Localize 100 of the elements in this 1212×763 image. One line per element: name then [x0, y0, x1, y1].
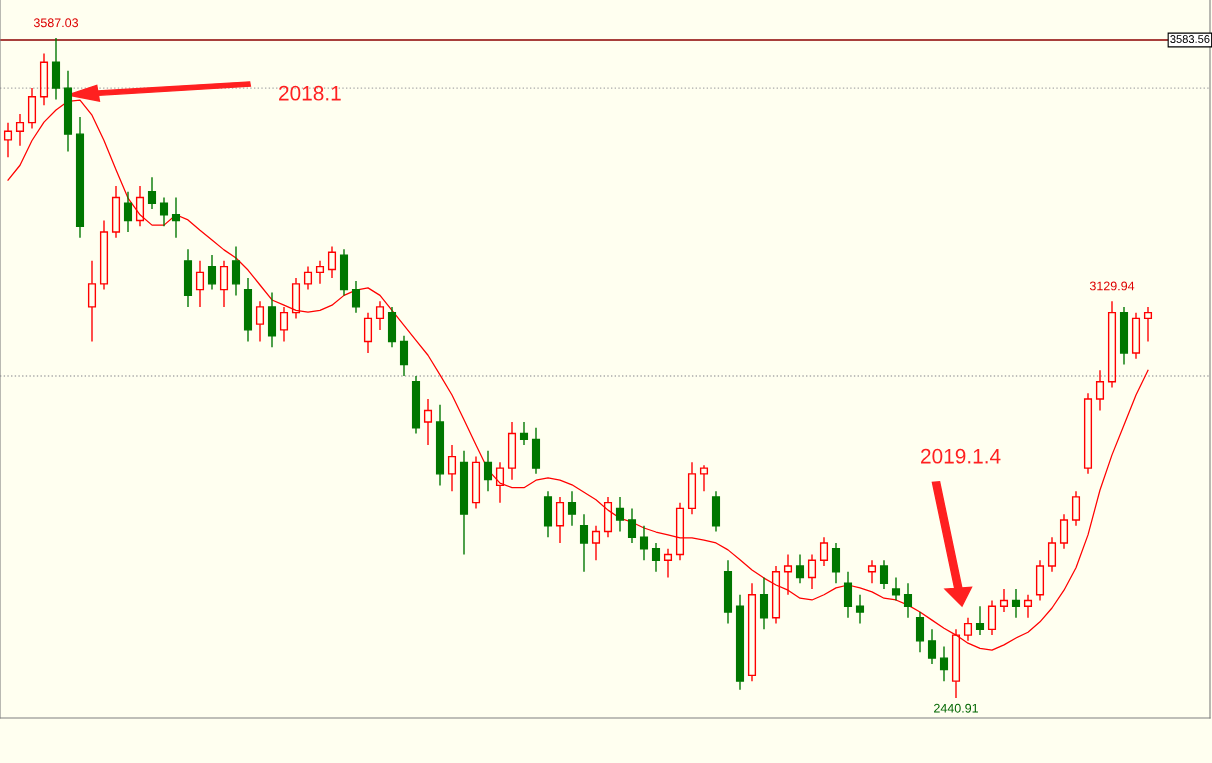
candlestick [339, 248, 349, 297]
candlestick [39, 52, 49, 107]
candlestick [1083, 392, 1093, 475]
candlestick [219, 260, 229, 308]
annotation: 2440.91 [934, 703, 978, 713]
candlestick [783, 553, 793, 596]
candlestick [1035, 559, 1045, 602]
annotation: 2019.1.4 [921, 448, 1001, 464]
candlestick [171, 196, 181, 239]
candlestick [471, 455, 481, 510]
candlestick [759, 576, 769, 631]
candlestick [291, 277, 301, 320]
candlestick [27, 87, 37, 130]
candlestick [243, 277, 253, 343]
candlestick [255, 300, 265, 343]
candlestick [231, 245, 241, 297]
candlestick [519, 421, 529, 446]
candlestick [999, 588, 1009, 613]
candlestick [867, 559, 877, 584]
candlestick [1131, 311, 1141, 360]
candlestick [447, 444, 457, 492]
candlestick [1107, 300, 1117, 389]
candlestick [207, 254, 217, 291]
candlestick [747, 582, 757, 682]
candlestick [315, 260, 325, 285]
candlestick [975, 605, 985, 636]
candlestick [543, 490, 553, 538]
candlestick [711, 490, 721, 533]
candlestick [891, 576, 901, 602]
candlestick [1059, 513, 1069, 550]
candlestick [795, 553, 805, 584]
candlestick [279, 306, 289, 343]
candlestick [411, 375, 421, 435]
candlestick [483, 450, 493, 492]
candlestick [579, 513, 589, 573]
candlestick [147, 176, 157, 210]
ref-line-label: 3583.56 [1170, 35, 1210, 43]
candlestick [1071, 490, 1081, 527]
annotation: 3129.94 [1089, 281, 1135, 291]
candlestick [855, 594, 865, 625]
candlestick [423, 398, 433, 446]
candlestick [495, 461, 505, 504]
candlestick [555, 496, 565, 544]
candlestick [651, 542, 661, 573]
candlestick [1011, 588, 1021, 619]
candlestick [939, 645, 949, 682]
candlestick [387, 306, 397, 348]
annotation: 3587.03 [33, 18, 79, 28]
candlestick [915, 611, 925, 654]
candlestick [879, 559, 889, 590]
candlestick [1143, 306, 1153, 343]
candlestick [75, 116, 85, 239]
candlestick [843, 571, 853, 619]
candlestick [1023, 594, 1033, 619]
candlestick [603, 496, 613, 538]
candlestick [987, 599, 997, 636]
candlestick [435, 404, 445, 487]
candlestick [903, 582, 913, 619]
candlestick [135, 185, 145, 227]
candlestick [627, 507, 637, 544]
candlestick [687, 461, 697, 515]
candlestick [351, 280, 361, 314]
candlestick [819, 536, 829, 567]
candlestick [1119, 306, 1129, 366]
candlestick [459, 450, 469, 556]
candlestick [699, 464, 709, 492]
candlestick [183, 248, 193, 308]
candlestick [159, 196, 169, 227]
candlestick [831, 542, 841, 584]
candlestick [927, 628, 937, 665]
candlestick [327, 245, 337, 279]
candlestick [399, 334, 409, 377]
candlestick [807, 553, 817, 590]
candlestick [63, 70, 73, 153]
candlestick [87, 260, 97, 343]
candlestick [123, 191, 133, 233]
candlestick [1095, 369, 1105, 412]
candlestick [267, 291, 277, 348]
annotation: 2018.1 [279, 85, 341, 101]
candlestick [615, 496, 625, 533]
candlestick [723, 559, 733, 625]
candlestick [639, 524, 649, 561]
candlestick [1047, 536, 1057, 573]
candlestick [303, 265, 313, 291]
candlestick [99, 219, 109, 291]
candlestick [3, 121, 13, 158]
candlestick [567, 490, 577, 527]
candlestick [507, 421, 517, 481]
candlestick [675, 501, 685, 561]
candlestick [771, 565, 781, 625]
candlestick [663, 548, 673, 579]
candlestick [15, 113, 25, 147]
candlestick [195, 260, 205, 308]
candlestick [591, 524, 601, 561]
candlestick [51, 37, 61, 101]
candlestick [111, 185, 121, 239]
candlestick [531, 427, 541, 475]
candlestick [963, 617, 973, 642]
candlestick [363, 311, 373, 354]
candlestick [375, 300, 385, 331]
